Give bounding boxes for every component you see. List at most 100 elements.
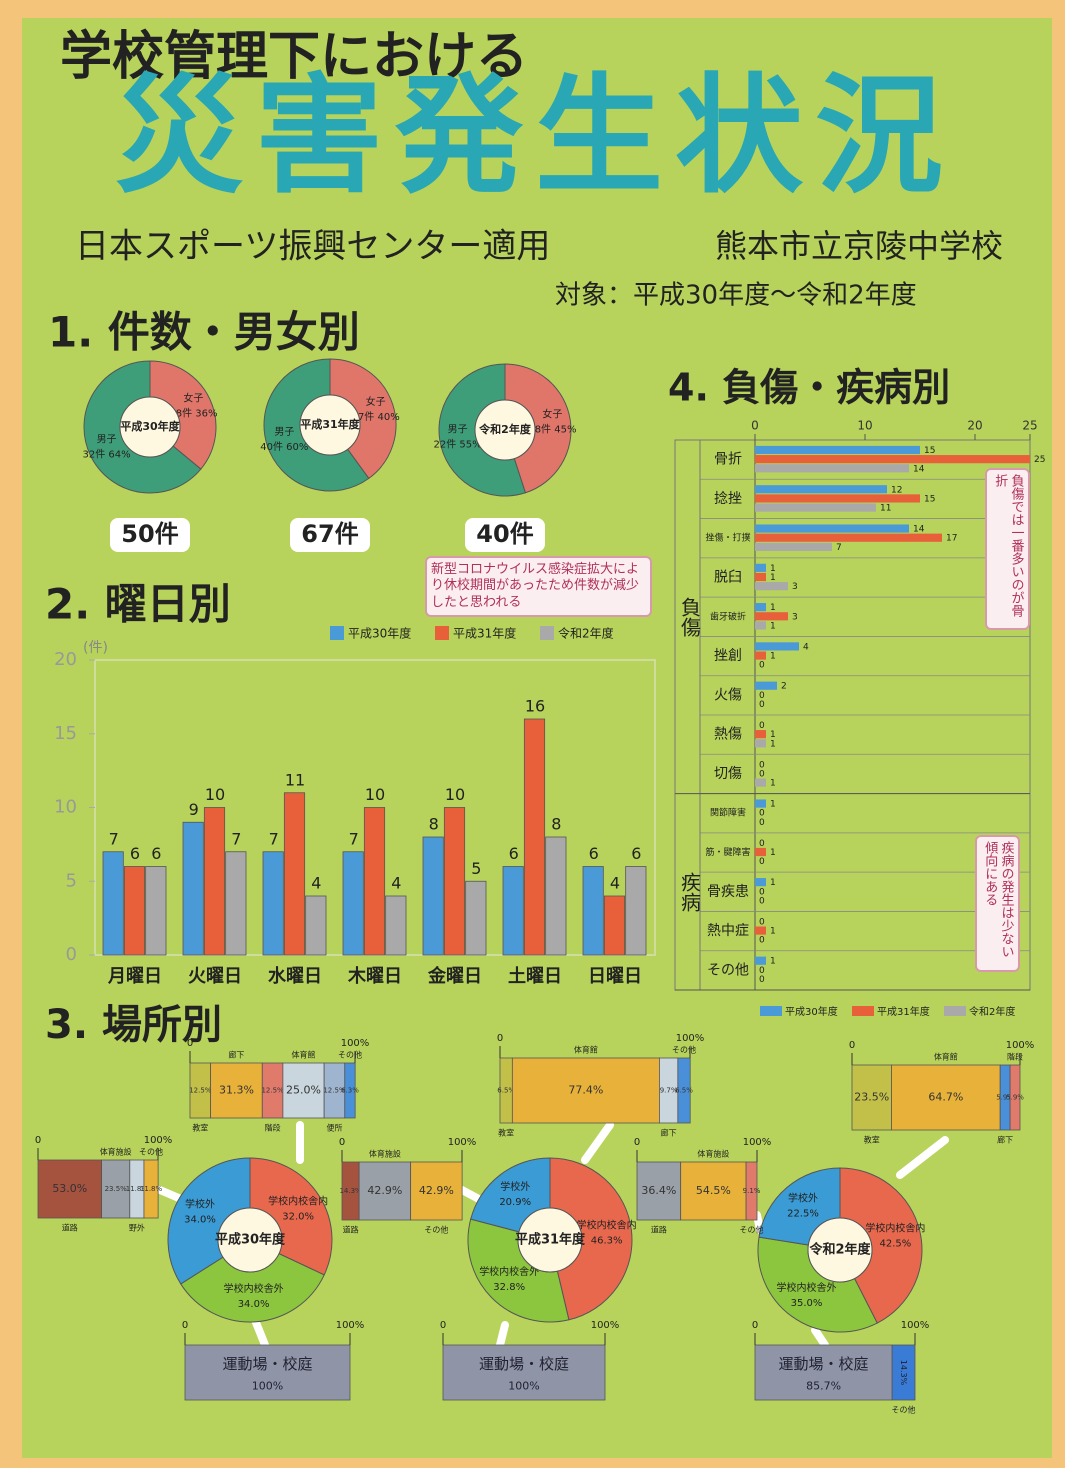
bar-value: 7 — [269, 829, 279, 848]
segment-category: 女子 — [366, 395, 386, 408]
segment-category: 体育施設 — [369, 1149, 401, 1159]
bar — [755, 651, 766, 660]
segment-label: 12.5% — [189, 1087, 212, 1095]
category-label: 挫傷・打撲 — [705, 532, 750, 544]
stack-segment — [636, 1161, 682, 1221]
stack-segment — [410, 1161, 463, 1221]
x-tick-label: 10 — [857, 419, 872, 433]
caption-box — [110, 518, 190, 552]
bar — [502, 866, 524, 956]
x-tick-label: 100% — [676, 1033, 705, 1044]
segment-category: 学校外 — [500, 1180, 530, 1193]
x-tick-label: 0 — [752, 1320, 758, 1331]
bar-value: 6 — [151, 844, 161, 863]
stack-segment — [511, 1057, 660, 1124]
segment-label: 100% — [508, 1380, 539, 1393]
segment-category: 学校外 — [185, 1198, 215, 1211]
x-tick-label: 100% — [144, 1135, 173, 1146]
bar — [755, 533, 942, 542]
x-tick-label: 100% — [1006, 1040, 1035, 1051]
bar-value: 0 — [759, 760, 765, 770]
segment-label: 5.9% — [1006, 1094, 1024, 1102]
bar-value: 0 — [759, 857, 765, 867]
category-label: 筋・腱障害 — [705, 846, 750, 858]
bar — [755, 778, 766, 787]
bar-value: 1 — [770, 739, 776, 749]
x-tick-label: 0 — [849, 1040, 855, 1051]
segment-label: 9.7% — [660, 1087, 678, 1095]
bar-value: 1 — [770, 652, 776, 662]
category-label: その他 — [707, 962, 749, 978]
segment-label: 77.4% — [568, 1084, 603, 1097]
bar — [385, 895, 407, 956]
bar — [755, 485, 887, 494]
y-unit: (件) — [83, 640, 108, 656]
bar-value: 0 — [759, 839, 765, 849]
bar-value: 10 — [445, 785, 465, 804]
bar-value: 1 — [770, 573, 776, 583]
stack-segment — [1009, 1064, 1021, 1131]
bar-value: 1 — [770, 621, 776, 631]
bar-value: 0 — [759, 917, 765, 927]
category-label: 歯牙破折 — [710, 610, 746, 622]
segment-label: 14.3% — [339, 1187, 362, 1195]
segment-category: 学校内校舎外 — [776, 1281, 836, 1294]
bar-value: 10 — [365, 785, 385, 804]
school: 熊本市立京陵中学校 — [715, 227, 1003, 265]
caption-box — [465, 518, 545, 552]
segment-label: 85.7% — [806, 1380, 841, 1393]
segment-label: 20.9% — [499, 1197, 531, 1208]
y-tick-label: 0 — [66, 944, 77, 965]
bar — [363, 807, 386, 956]
bar-value: 0 — [759, 966, 765, 976]
stack-segment — [677, 1057, 691, 1124]
bar-value: 7 — [231, 829, 241, 848]
segment-category: その他 — [139, 1147, 163, 1157]
segment-category: 女子 — [183, 392, 203, 405]
stack-segment — [891, 1344, 916, 1401]
x-tick-label: 木曜日 — [347, 965, 402, 987]
bar-value: 1 — [770, 927, 776, 937]
bar-value: 1 — [770, 848, 776, 858]
bar — [755, 445, 920, 455]
y-tick-label: 20 — [54, 649, 77, 670]
category-label: 関節障害 — [710, 807, 746, 819]
segment-category: 教室 — [864, 1135, 880, 1145]
bar — [755, 730, 766, 739]
bar-value: 0 — [759, 936, 765, 946]
bar — [102, 851, 124, 956]
segment-label: 64.7% — [928, 1091, 963, 1104]
segment-category: 教室 — [498, 1128, 514, 1138]
bar-value: 0 — [759, 769, 765, 779]
arrow — [581, 1121, 614, 1164]
segment-category: 男子 — [274, 426, 294, 438]
legend-swatch — [852, 1006, 874, 1016]
bar — [203, 807, 226, 956]
bar — [443, 807, 466, 956]
legend-label: 平成30年度 — [348, 626, 411, 641]
bar-value: 6 — [130, 844, 140, 863]
segment-category: 女子 — [542, 407, 562, 420]
bar — [342, 851, 364, 956]
segment-label: 22.5% — [787, 1209, 819, 1220]
donut-label: 平成30年度 — [215, 1232, 286, 1248]
y-tick-label: 5 — [66, 870, 77, 891]
segment-category: 体育施設 — [100, 1147, 132, 1157]
note: 疾病の発生は少ない傾向にある — [975, 835, 1020, 972]
bar — [755, 926, 766, 935]
x-tick-label: 0 — [187, 1038, 193, 1049]
bar-value: 25 — [1034, 455, 1045, 465]
segment-category: 学校内校舎外 — [479, 1265, 539, 1278]
donut-center — [807, 1217, 873, 1283]
bar-value: 0 — [759, 887, 765, 897]
bar-value: 1 — [770, 957, 776, 967]
bar — [603, 895, 626, 956]
caption: 50件 — [121, 520, 178, 548]
x-tick-label: 0 — [497, 1033, 503, 1044]
bar — [755, 603, 766, 612]
segment-label: 100% — [252, 1380, 283, 1393]
segment-category: その他 — [672, 1045, 696, 1055]
bar-value: 6 — [631, 844, 641, 863]
segment-category: 学校内校舎内 — [865, 1222, 925, 1235]
segment-label: 46.3% — [591, 1235, 623, 1246]
